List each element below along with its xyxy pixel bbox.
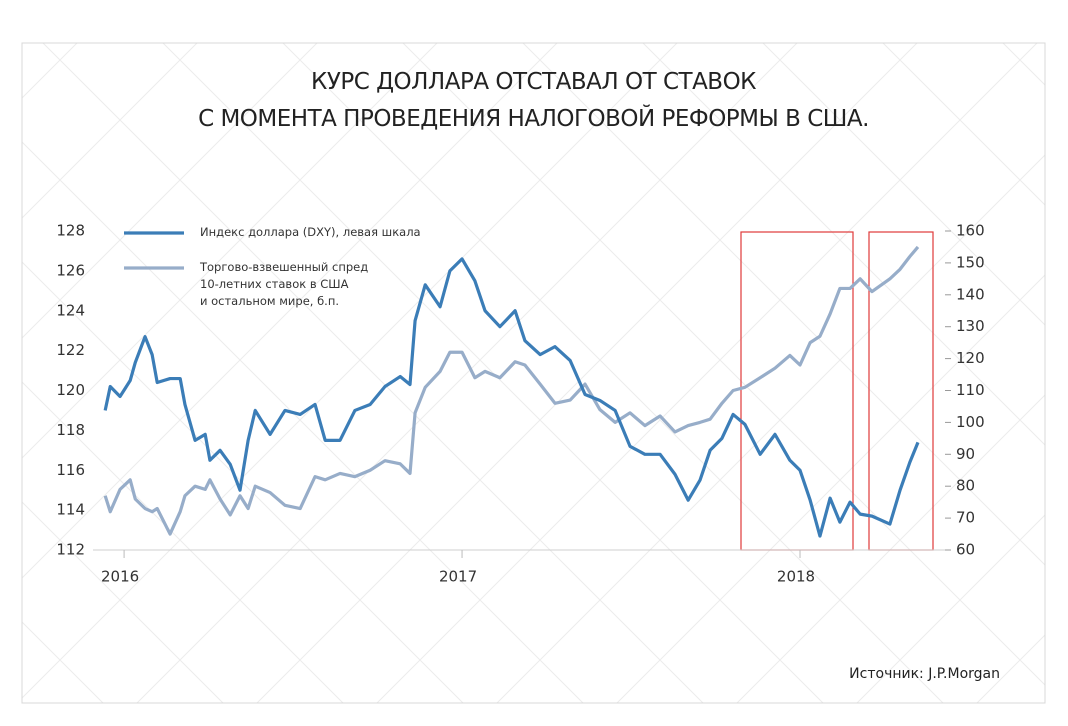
y-tick-label: 122 [56, 341, 85, 359]
chart-title: КУРС ДОЛЛАРА ОТСТАВАЛ ОТ СТАВОК С МОМЕНТ… [198, 69, 869, 132]
y2-tick-label: 90 [956, 445, 975, 463]
y2-tick-label: 100 [956, 413, 985, 431]
series-line [103, 257, 920, 538]
legend-label: Индекс доллара (DXY), левая шкала [200, 225, 421, 239]
y-tick-label: 116 [56, 461, 85, 479]
y2-tick-label: 60 [956, 541, 975, 559]
y2-tick-label: 160 [956, 222, 985, 240]
y2-tick-label: 150 [956, 253, 985, 271]
y-tick-label: 126 [56, 261, 85, 279]
y-tick-label: 118 [56, 421, 85, 439]
x-tick-label: 2016 [101, 568, 139, 586]
y-tick-label: 112 [56, 541, 85, 559]
y-tick-label: 124 [56, 301, 85, 319]
y-tick-label: 120 [56, 381, 85, 399]
legend-label: Торгово-взвешенный спред 10-летних ставо… [200, 260, 369, 308]
source-note: Источник: J.P.Morgan [849, 666, 1000, 682]
y2-tick-label: 70 [956, 509, 975, 527]
series-line [103, 245, 920, 536]
y2-tick-label: 120 [956, 349, 985, 367]
y2-tick-label: 140 [956, 285, 985, 303]
x-tick-label: 2017 [439, 568, 477, 586]
x-tick-label: 2018 [777, 568, 815, 586]
y2-tick-label: 110 [956, 381, 985, 399]
frame [21, 42, 1046, 704]
y-tick-label: 128 [56, 222, 85, 240]
y2-tick-label: 130 [956, 317, 985, 335]
y-tick-label: 114 [56, 501, 85, 519]
y2-tick-label: 80 [956, 477, 975, 495]
